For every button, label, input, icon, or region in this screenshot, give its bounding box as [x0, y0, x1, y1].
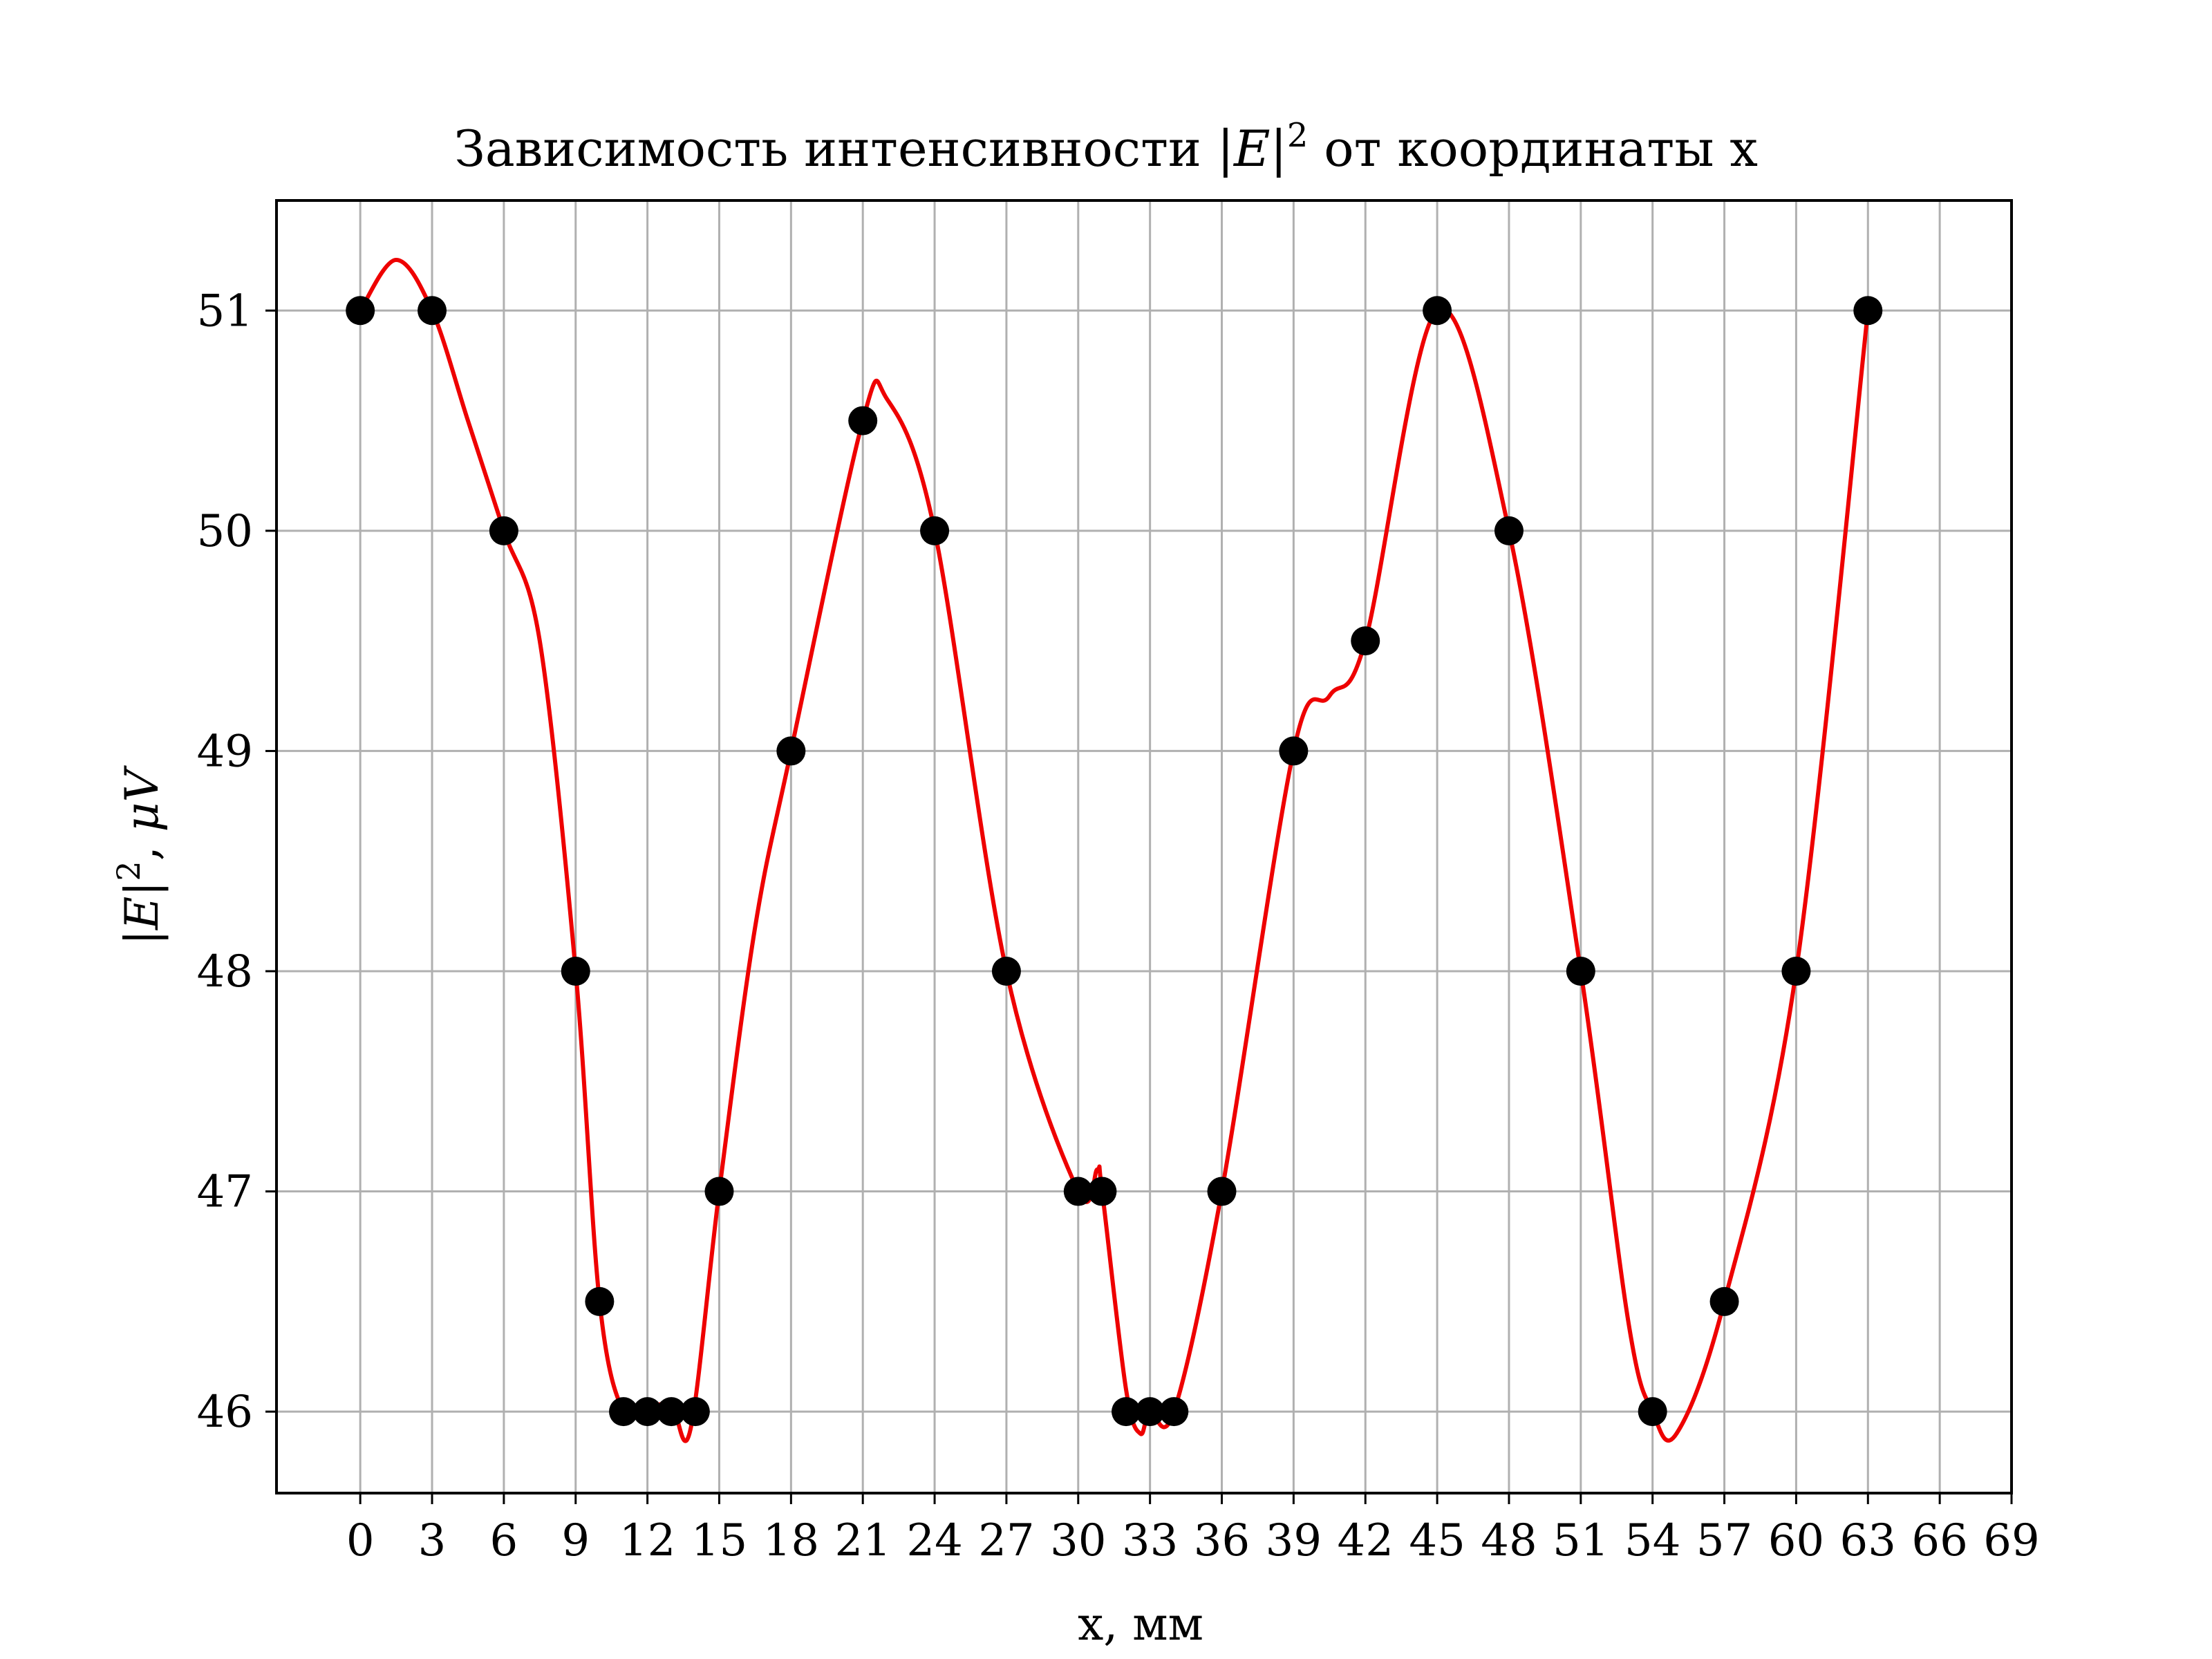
y-tick-label: 49 [197, 726, 253, 777]
data-point [418, 296, 447, 326]
data-point [848, 406, 878, 435]
x-tick-label: 0 [346, 1515, 375, 1566]
data-point [1207, 1177, 1237, 1206]
data-point [1135, 1397, 1165, 1427]
x-tick-label: 54 [1624, 1515, 1680, 1566]
data-point [561, 956, 590, 986]
data-point [1063, 1177, 1093, 1206]
x-tick-label: 3 [418, 1515, 447, 1566]
data-point [1638, 1397, 1667, 1427]
data-point [1087, 1177, 1117, 1206]
data-point [776, 736, 806, 766]
data-point [920, 516, 950, 545]
x-tick-label: 6 [490, 1515, 518, 1566]
data-point [1351, 626, 1380, 656]
data-point [1566, 956, 1595, 986]
data-point [632, 1397, 662, 1427]
data-point [1423, 296, 1452, 326]
x-tick-label: 9 [561, 1515, 590, 1566]
data-point [489, 516, 518, 545]
data-point [346, 296, 375, 326]
x-tick-label: 45 [1409, 1515, 1465, 1566]
x-axis-label: x, мм [1078, 1597, 1203, 1651]
x-tick-label: 57 [1696, 1515, 1752, 1566]
ticks [265, 309, 2013, 1504]
data-point [1709, 1286, 1739, 1316]
data-point [657, 1397, 686, 1427]
data-point [1279, 736, 1309, 766]
x-tick-label: 48 [1481, 1515, 1537, 1566]
x-tick-label: 21 [834, 1515, 890, 1566]
x-tick-label: 33 [1122, 1515, 1178, 1566]
x-tick-label: 51 [1553, 1515, 1609, 1566]
x-tick-label: 63 [1840, 1515, 1896, 1566]
x-tick-label: 18 [763, 1515, 819, 1566]
x-tick-label: 36 [1194, 1515, 1250, 1566]
x-tick-label: 30 [1050, 1515, 1106, 1566]
chart-title: Зависимость интенсивности |E|2 от коорди… [454, 116, 1758, 178]
x-tick-labels: 0 3 6 9 12 15 18 21 24 27 30 33 36 39 42 45 48 51 54 57 60 63… [346, 1515, 2040, 1566]
data-point [609, 1397, 638, 1427]
plot-frame [275, 199, 2013, 1494]
x-tick-label: 27 [978, 1515, 1034, 1566]
y-tick-label: 47 [197, 1167, 253, 1218]
data-point [1853, 296, 1883, 326]
data-point [585, 1286, 615, 1316]
y-tick-label: 48 [197, 946, 253, 997]
y-axis-label: |E|2, μV [110, 765, 169, 945]
x-tick-label: 42 [1338, 1515, 1394, 1566]
x-tick-label: 12 [619, 1515, 675, 1566]
y-tick-labels: 46 47 48 49 50 51 [197, 285, 253, 1438]
data-point [1159, 1397, 1189, 1427]
data-point [1494, 516, 1524, 545]
data-point [704, 1177, 734, 1206]
data-point [680, 1397, 710, 1427]
data-points [346, 296, 1883, 1427]
y-tick-label: 46 [197, 1387, 253, 1438]
y-tick-label: 51 [197, 285, 253, 337]
x-tick-label: 39 [1266, 1515, 1322, 1566]
x-tick-label: 69 [1983, 1515, 2039, 1566]
data-point [1781, 956, 1811, 986]
x-tick-label: 66 [1911, 1515, 1967, 1566]
y-tick-label: 50 [197, 506, 253, 557]
data-point [1112, 1397, 1141, 1427]
data-point [991, 956, 1021, 986]
x-tick-label: 24 [906, 1515, 962, 1566]
x-tick-label: 60 [1768, 1515, 1824, 1566]
x-tick-label: 15 [691, 1515, 747, 1566]
